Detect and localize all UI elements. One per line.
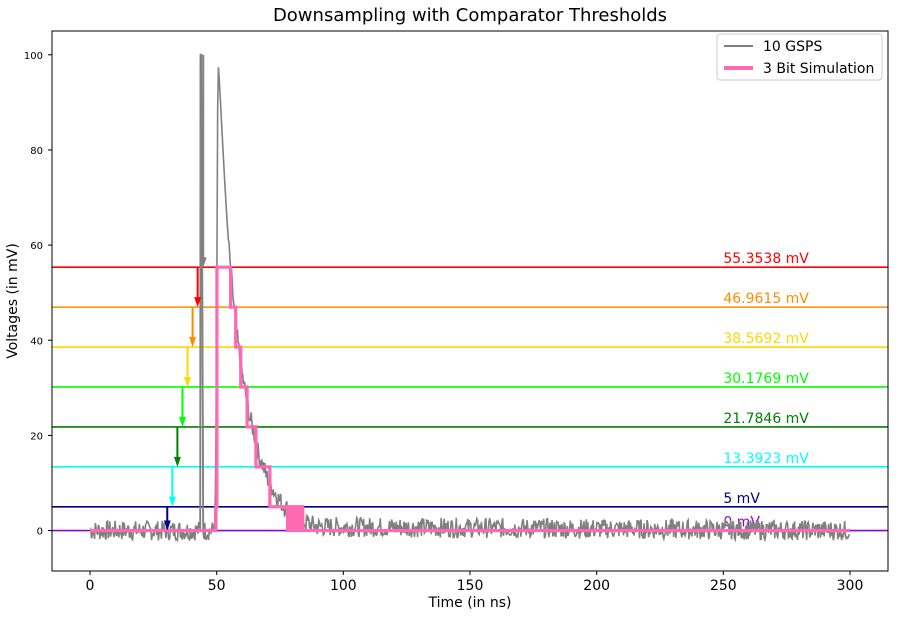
x-tick-label: 50 bbox=[208, 578, 226, 594]
threshold-label: 55.3538 mV bbox=[723, 251, 809, 267]
arrow-head bbox=[173, 456, 181, 467]
y-tick-label: 60 bbox=[30, 241, 43, 252]
legend: 10 GSPS 3 Bit Simulation bbox=[716, 33, 883, 81]
chart-title: Downsampling with Comparator Thresholds bbox=[273, 5, 667, 26]
x-tick-label: 150 bbox=[457, 578, 484, 594]
x-axis-label: Time (in ns) bbox=[427, 595, 511, 611]
threshold-label: 21.7846 mV bbox=[723, 411, 809, 427]
y-tick-label: 100 bbox=[24, 51, 43, 62]
arrow-head bbox=[163, 520, 171, 531]
x-tick-label: 100 bbox=[330, 578, 357, 594]
y-axis-label: Voltages (in mV) bbox=[5, 243, 21, 359]
arrow-head bbox=[199, 257, 207, 268]
x-tick-label: 300 bbox=[837, 578, 864, 594]
legend-label-3-bit-simulation: 3 Bit Simulation bbox=[763, 61, 874, 77]
legend-box bbox=[716, 33, 883, 81]
arrow-head bbox=[184, 376, 192, 387]
legend-label-10-gsps: 10 GSPS bbox=[763, 39, 822, 55]
y-tick-label: 20 bbox=[30, 431, 43, 442]
threshold-label: 38.5692 mV bbox=[723, 331, 809, 347]
threshold-label: 30.1769 mV bbox=[723, 371, 809, 387]
y-tick-label: 0 bbox=[37, 527, 43, 538]
arrow-head bbox=[194, 297, 202, 308]
y-tick-label: 80 bbox=[30, 146, 43, 157]
y-axis: 0 20 40 60 80 100 bbox=[24, 51, 52, 538]
arrow-head bbox=[178, 416, 186, 427]
threshold-label: 13.3923 mV bbox=[723, 451, 809, 467]
arrow-head bbox=[189, 337, 197, 348]
x-tick-label: 200 bbox=[583, 578, 610, 594]
series-line-10-gsps-spike bbox=[199, 53, 205, 531]
y-tick-label: 40 bbox=[30, 336, 43, 347]
plot-area: 55.3538 mV 46.9615 mV 38.5692 mV 30.1769 mV… bbox=[52, 53, 888, 543]
x-tick-label: 0 bbox=[86, 578, 95, 594]
x-axis: 0 50 100 150 200 250 300 bbox=[86, 571, 864, 594]
threshold-label: 46.9615 mV bbox=[723, 291, 809, 307]
x-tick-label: 250 bbox=[710, 578, 737, 594]
threshold-label: 5 mV bbox=[723, 491, 760, 507]
arrow-head bbox=[168, 496, 176, 507]
series-line-3-bit-simulation bbox=[90, 265, 850, 533]
